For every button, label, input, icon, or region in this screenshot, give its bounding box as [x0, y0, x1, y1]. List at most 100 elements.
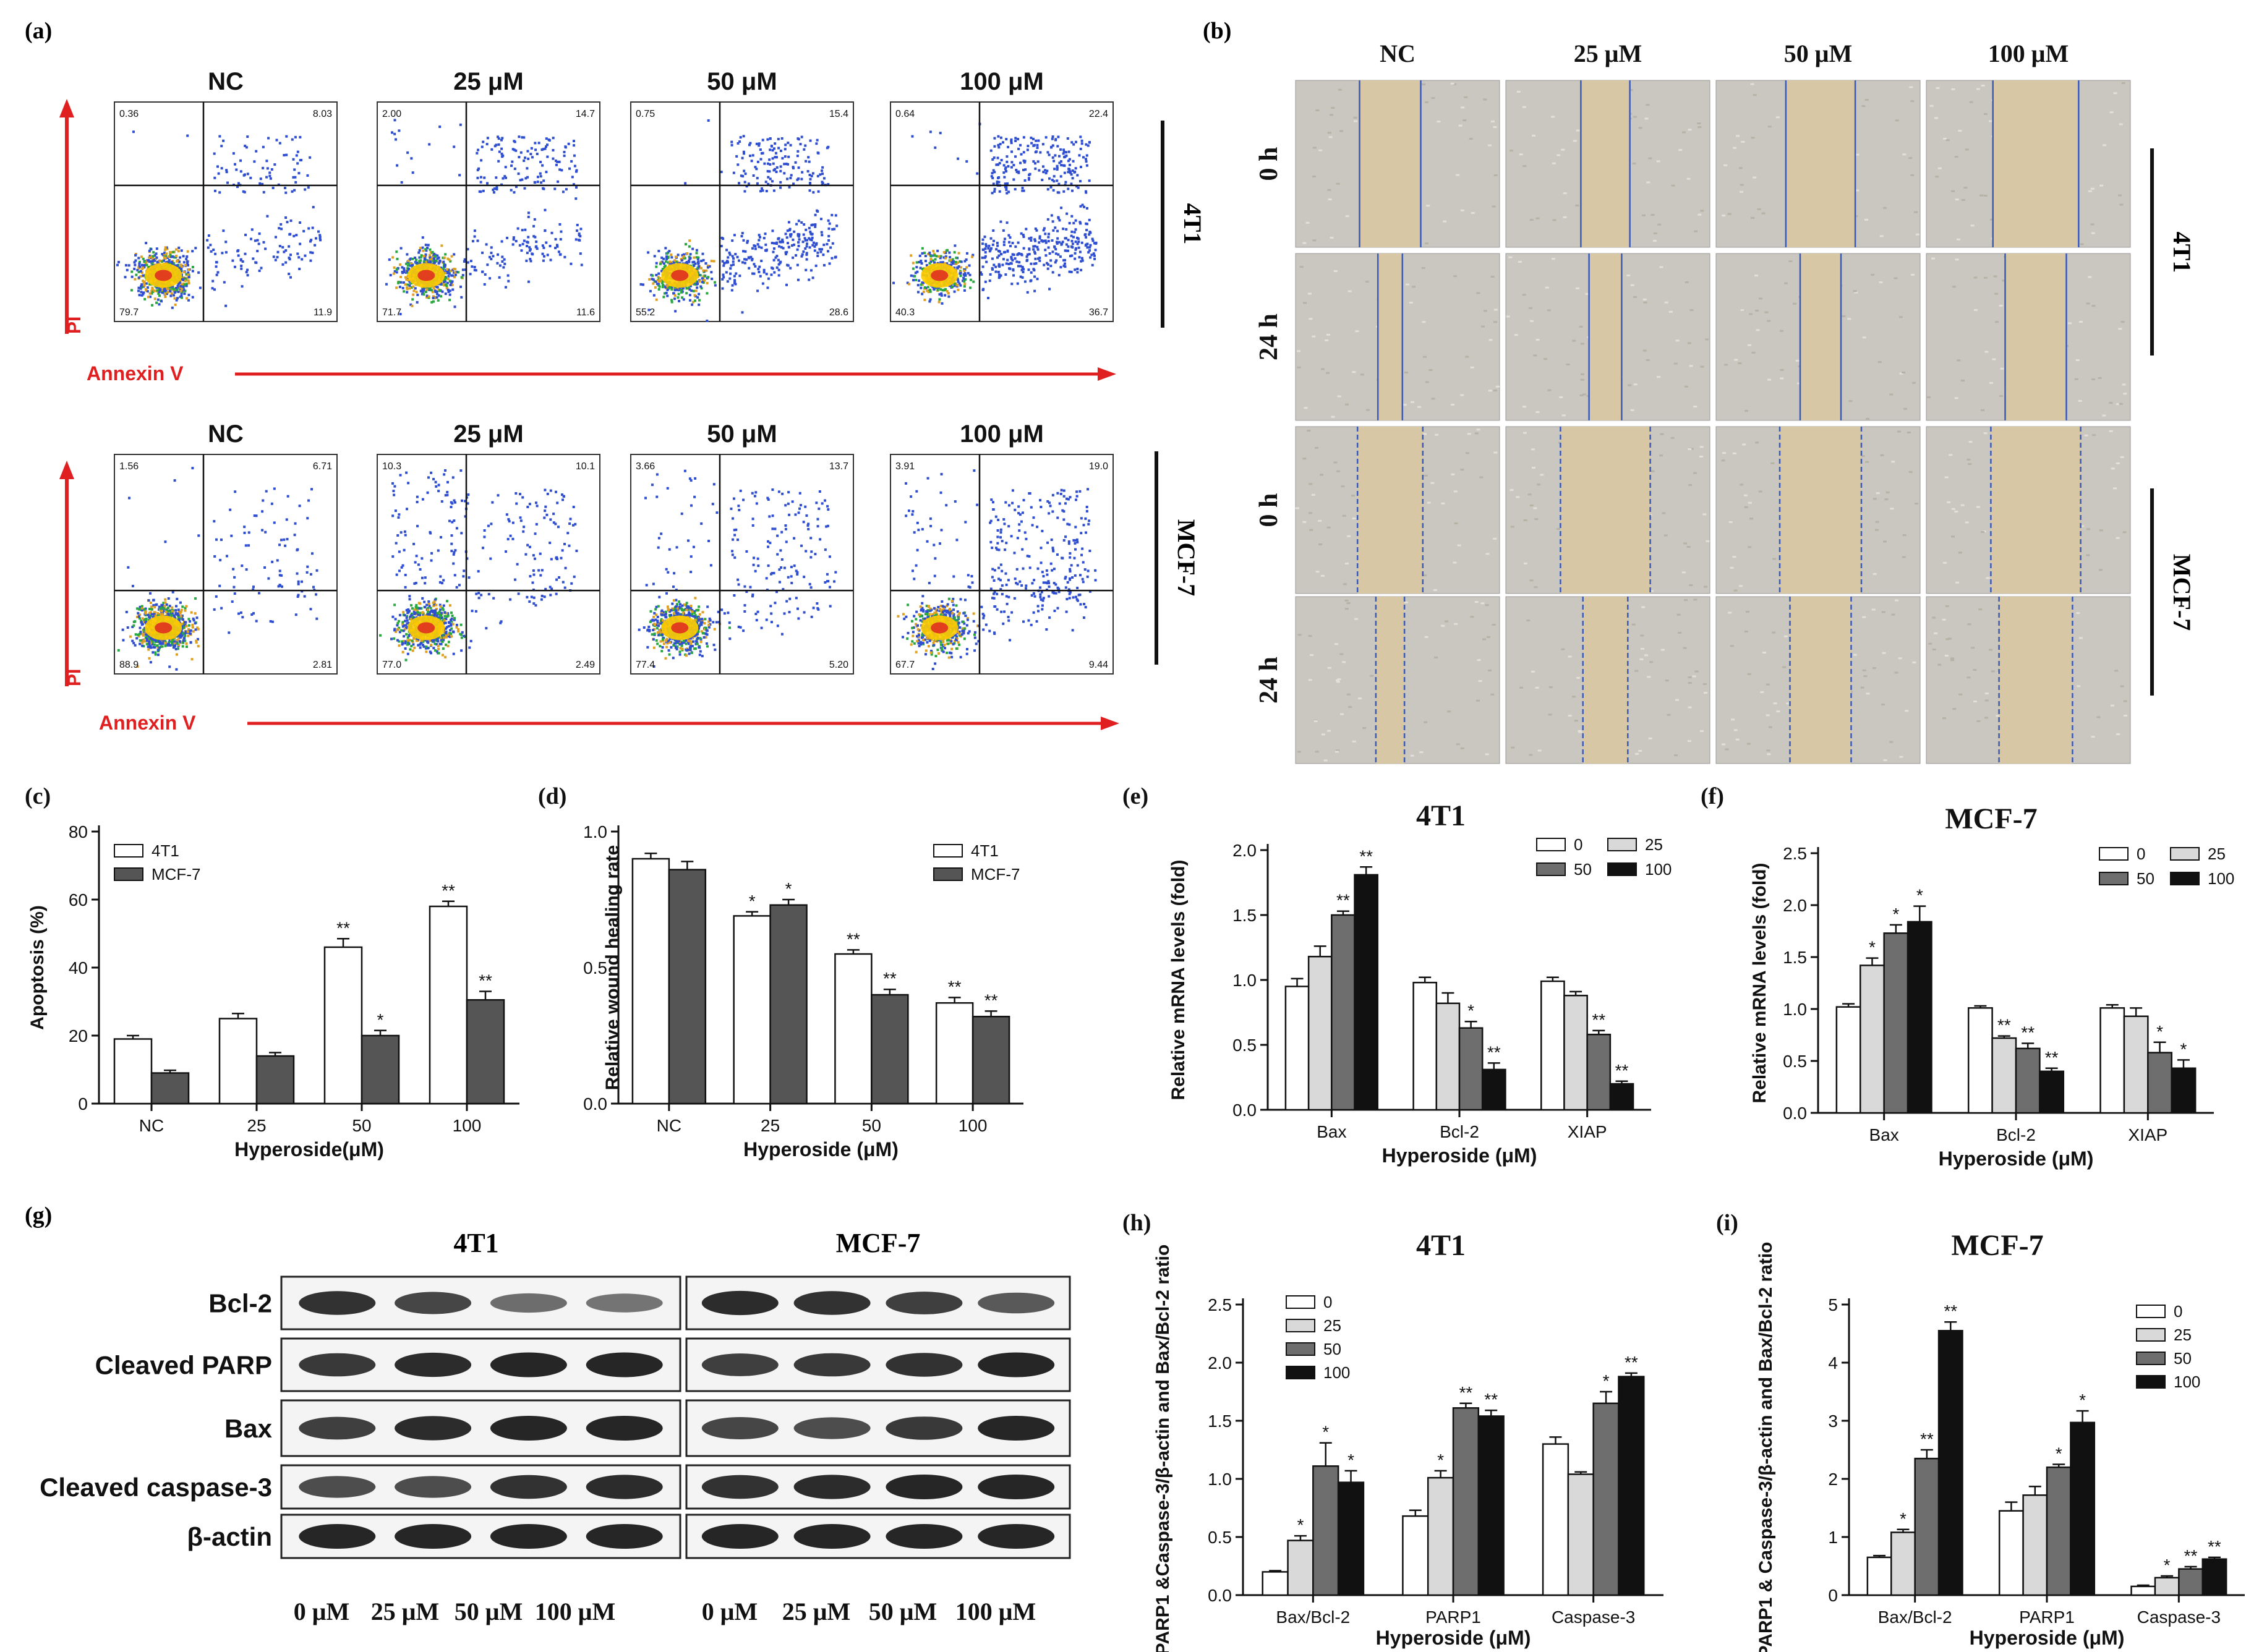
- wound-gap: [1991, 427, 2081, 594]
- legend-swatch: [1607, 838, 1637, 851]
- bar-f-0: [1835, 1006, 1861, 1114]
- significance-mark: **: [1920, 1429, 1934, 1449]
- wound-row-label: 24 h: [1255, 313, 1283, 360]
- bar-d-MCF-7: [769, 904, 808, 1105]
- legend-entry: 100: [1323, 1363, 1350, 1382]
- flow-density-peak: [671, 270, 689, 281]
- wound-gap: [1992, 80, 2079, 247]
- significance-mark: **: [1625, 1353, 1638, 1372]
- bar-h-50: [1592, 1402, 1620, 1596]
- wound-row-label: 0 h: [1255, 147, 1283, 181]
- bar-h-0: [1402, 1515, 1429, 1596]
- wound-gap: [1790, 597, 1851, 764]
- blot-band: [395, 1476, 472, 1498]
- x-tick-label: Bax: [1869, 1125, 1899, 1144]
- flow-column-title: NC: [208, 68, 244, 95]
- quadrant-ur-value: 14.7: [576, 109, 595, 119]
- wound-gap: [1357, 427, 1423, 594]
- wound-gap: [1560, 427, 1650, 594]
- blot-lane-label: 50 μM: [869, 1598, 937, 1625]
- y-tick-label: 0.0: [1232, 1101, 1257, 1120]
- flow-column-title: 100 μM: [960, 420, 1044, 448]
- blot-lane-label: 0 μM: [702, 1598, 758, 1625]
- blot-band: [586, 1352, 663, 1377]
- legend-swatch: [1536, 838, 1566, 851]
- annexin-arrowhead-row2: [1101, 717, 1119, 730]
- bar-d-4T1: [834, 953, 873, 1105]
- flow-column-title: NC: [208, 420, 244, 448]
- pi-arrowhead-row1: [59, 99, 74, 117]
- bar-h-25: [1427, 1476, 1454, 1596]
- y-tick-label: 0.5: [1208, 1528, 1232, 1547]
- legend-swatch: [2099, 872, 2129, 885]
- bar-h-0: [1542, 1443, 1569, 1596]
- blot-band: [886, 1416, 963, 1440]
- flow-column-title: 25 μM: [453, 68, 523, 95]
- y-tick-label: 4: [1828, 1353, 1838, 1373]
- bar-c-4T1: [429, 905, 468, 1105]
- y-axis-label: PARP1 & Caspase-3/β-actin and Bax/Bcl-2 …: [1756, 1242, 1776, 1652]
- y-axis-label: PARP1 &Caspase-3/β-actin and Bax/Bcl-2 r…: [1153, 1245, 1173, 1652]
- legend-entry: 0: [1574, 835, 1582, 854]
- wound-gap: [1999, 597, 2073, 764]
- y-tick-label: 1.0: [1208, 1470, 1232, 1489]
- blot-protein-label: Bax: [224, 1414, 273, 1443]
- quadrant-ul-value: 0.36: [119, 109, 139, 119]
- chart-panel-label: (d): [538, 783, 566, 809]
- bar-f-100: [2039, 1070, 2065, 1114]
- wound-gap: [1582, 597, 1628, 764]
- quadrant-ur-value: 15.4: [829, 109, 848, 119]
- y-axis-label: Apoptosis (%): [27, 905, 48, 1030]
- legend-entry: 25: [2208, 845, 2226, 863]
- x-axis-label: Hyperoside (μM): [1970, 1627, 2125, 1649]
- significance-mark: *: [749, 892, 756, 911]
- significance-mark: *: [2180, 1039, 2187, 1058]
- chart-title: 4T1: [1416, 799, 1466, 832]
- y-tick-label: 5: [1828, 1295, 1838, 1314]
- blot-band: [395, 1524, 472, 1549]
- legend-swatch: [2099, 847, 2129, 861]
- bar-d-4T1: [631, 858, 670, 1105]
- flow-density-peak: [155, 270, 173, 281]
- bar-f-100: [1907, 921, 1932, 1114]
- bar-e-25: [1563, 994, 1588, 1111]
- x-tick-label: Caspase-3: [1552, 1607, 1635, 1627]
- bar-e-50: [1458, 1027, 1484, 1111]
- blot-lane-label: 25 μM: [371, 1598, 439, 1625]
- bar-h-100: [1477, 1415, 1505, 1596]
- y-tick-label: 20: [69, 1026, 88, 1045]
- bar-c-MCF-7: [361, 1034, 400, 1105]
- wound-gap: [1785, 80, 1856, 247]
- bar-i-50: [2178, 1568, 2203, 1596]
- significance-mark: **: [984, 990, 998, 1010]
- legend-entry: 25: [1323, 1316, 1341, 1335]
- blot-band: [701, 1524, 779, 1549]
- blot-band: [886, 1475, 963, 1499]
- blot-band: [299, 1476, 376, 1498]
- annexin-axis-label: Annexin V: [87, 362, 184, 385]
- bar-c-MCF-7: [466, 999, 505, 1105]
- flow-plot-frame: [630, 454, 854, 675]
- significance-mark: *: [1603, 1371, 1610, 1390]
- quadrant-lr-value: 2.49: [576, 660, 595, 670]
- bar-i-100: [2201, 1558, 2227, 1596]
- legend-swatch: [2136, 1305, 2166, 1318]
- flow-column-title: 100 μM: [960, 68, 1044, 95]
- blot-lane-label: 25 μM: [782, 1598, 850, 1625]
- panel-g-label: (g): [25, 1203, 52, 1228]
- bar-d-MCF-7: [871, 994, 909, 1105]
- wound-row-label: 24 h: [1255, 657, 1283, 704]
- blot-title-4t1: 4T1: [453, 1228, 498, 1258]
- chart-title: MCF-7: [1951, 1229, 2043, 1262]
- bar-f-25: [1860, 964, 1885, 1114]
- blot-band: [978, 1416, 1055, 1441]
- quadrant-ll-value: 55.2: [636, 307, 655, 318]
- bar-f-0: [2099, 1007, 2125, 1114]
- quadrant-lr-value: 11.6: [576, 307, 595, 318]
- legend-entry: 0: [2174, 1302, 2182, 1321]
- chart-title: 4T1: [1416, 1229, 1466, 1262]
- wound-gap: [1780, 427, 1861, 594]
- quadrant-ll-value: 71.7: [382, 307, 401, 318]
- bar-h-100: [1618, 1376, 1645, 1596]
